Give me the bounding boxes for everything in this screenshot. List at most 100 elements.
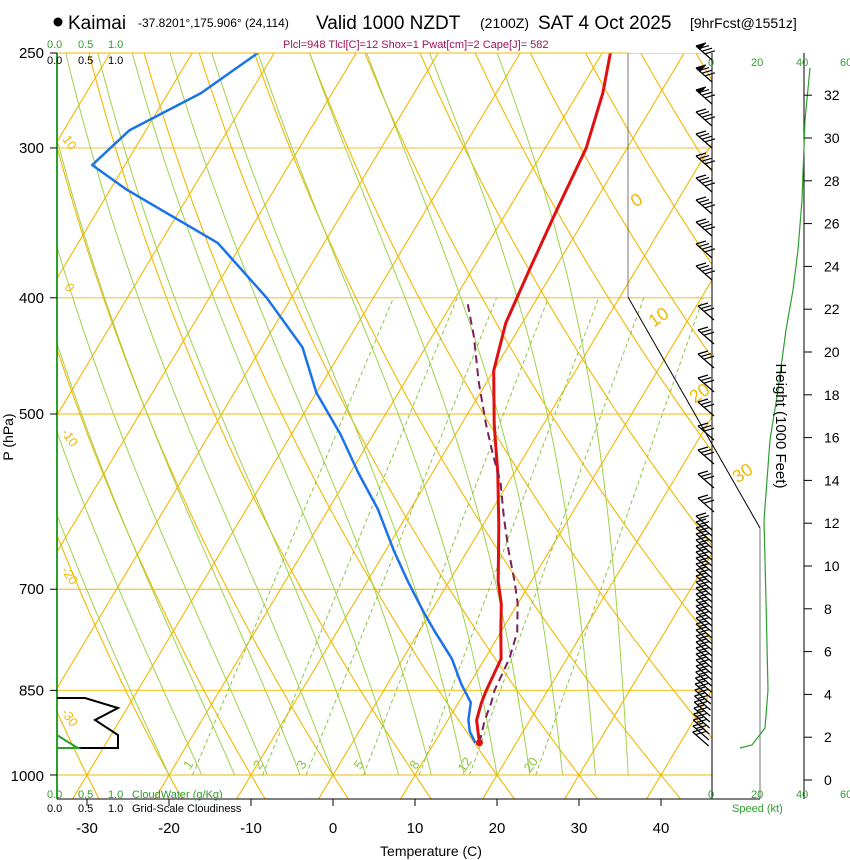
wind-barb-feather — [697, 494, 709, 499]
height-tick-label: 6 — [824, 644, 832, 660]
cloud-scale-bottom: 0.0 0.5 1.0 CloudWater (g/Kg) 0.0 0.5 1.… — [47, 789, 242, 815]
wind-barb-feather — [698, 605, 710, 610]
moist-adiabat — [57, 137, 301, 776]
wind-barb-feather — [698, 647, 710, 652]
wind-barb-feather — [695, 174, 707, 179]
wind-speed-profile — [739, 67, 811, 749]
wind-barb-feather — [704, 138, 716, 143]
wind-barb-feather — [695, 614, 707, 619]
wind-barb-pennant — [696, 43, 706, 50]
wind-barb-feather — [698, 551, 710, 556]
wind-barb-feather — [704, 116, 716, 121]
wind-barb — [697, 374, 715, 393]
isotherm — [481, 415, 712, 799]
wind-barb-feather — [697, 470, 709, 475]
wind-barb-staff — [695, 243, 713, 259]
wind-barb-staff — [695, 265, 713, 281]
wind-barb-feather — [704, 94, 716, 99]
height-axis-label: Height (1000 Feet) — [772, 363, 789, 488]
speed-label: Speed (kt) — [732, 803, 783, 815]
cloudiness-label: Grid-Scale Cloudiness — [132, 803, 242, 815]
dry-adiabat — [695, 53, 712, 81]
wind-barb-feather — [701, 179, 713, 184]
speed-tick-top-2: 40 — [796, 57, 808, 69]
wind-barb-feather — [697, 446, 709, 451]
wind-barb — [695, 218, 716, 237]
wind-barb-feather — [694, 680, 706, 685]
temperature-line — [475, 53, 612, 743]
cloud-water-label: CloudWater (g/Kg) — [132, 789, 223, 801]
thermo-grid — [57, 53, 712, 799]
wind-barb-feather — [695, 650, 707, 655]
cloud-scale-top: 0.0 0.5 1.0 0.0 0.5 1.0 — [47, 39, 123, 67]
wind-barb-feather — [703, 451, 715, 456]
wind-barb-feather — [695, 674, 706, 679]
wind-barb-feather — [698, 243, 710, 248]
wind-barb — [695, 64, 716, 83]
wind-barb-feather — [701, 245, 713, 250]
wind-barb-feather — [697, 350, 709, 355]
wind-barb-staff — [695, 155, 713, 171]
valid-time: Valid 1000 NZDT — [316, 13, 461, 34]
wind-barb-feather — [701, 267, 713, 272]
mixing-ratio-label: 3 — [293, 757, 309, 772]
wind-barb-feather — [697, 689, 708, 694]
cloud-scale-black-0: 0.0 — [47, 55, 62, 67]
wind-barb-feather — [698, 265, 710, 270]
wind-barb-feather — [701, 69, 713, 74]
dry-adiabat — [364, 53, 712, 643]
wind-barb-feather — [701, 135, 713, 140]
forecast-info: [9hrFcst@1551z] — [690, 15, 797, 31]
wind-barb-feather — [698, 527, 710, 532]
dry-adiabat — [474, 53, 712, 453]
moist-adiabat — [57, 245, 268, 776]
wind-barb-feather — [695, 725, 707, 730]
isotherm — [153, 53, 603, 799]
cloud-scale-bottom-green-1: 0.5 — [78, 789, 93, 801]
wind-barb-feather — [698, 641, 710, 646]
wind-barb-feather — [697, 302, 709, 307]
speed-panel: 0 20 40 60 0 20 40 60 Speed (kt) — [692, 42, 850, 815]
wind-barb-feather — [700, 401, 712, 406]
wind-barb-feather — [698, 611, 710, 616]
height-tick-label: 22 — [824, 301, 840, 317]
wind-barb-feather — [693, 710, 704, 715]
height-tick-label: 24 — [824, 258, 840, 274]
profiles — [90, 53, 612, 747]
wind-barb-feather — [704, 50, 716, 55]
dry-adiabat — [309, 53, 712, 739]
isotherm-label: 10 — [59, 132, 80, 152]
wind-barb-feather — [698, 221, 710, 226]
wind-barb-feather — [695, 512, 707, 517]
location-marker-icon — [53, 17, 63, 27]
wind-barb-feather — [701, 223, 713, 228]
wind-barb — [695, 108, 716, 127]
cloud-scale-bottom-green-2: 1.0 — [108, 789, 123, 801]
cloud-scale-green-1: 0.5 — [78, 39, 93, 51]
wind-barb-feather — [698, 659, 710, 664]
moist-adiabat — [366, 53, 564, 776]
height-tick-label: 26 — [824, 216, 840, 232]
wind-barb-feather — [704, 72, 716, 77]
wind-barb-feather — [700, 449, 712, 454]
cloud-scale-black-1: 0.5 — [78, 55, 93, 67]
wind-barb-feather — [693, 704, 705, 709]
mixing-ratio-line — [192, 297, 394, 776]
y-tick-label: 250 — [19, 45, 44, 62]
speed-tick-bot-2: 40 — [796, 789, 808, 801]
wind-barb-feather — [698, 155, 710, 160]
wind-barb — [697, 494, 715, 513]
mixing-ratio-label: 8 — [406, 757, 422, 772]
wind-barb — [695, 86, 716, 105]
wind-barb-feather — [703, 331, 715, 336]
wind-barb — [695, 240, 716, 259]
y-tick-label: 500 — [19, 406, 44, 423]
dry-adiabat — [198, 53, 599, 799]
mixing-ratio-label: 12 — [454, 754, 475, 774]
isotherm — [563, 552, 712, 799]
wind-barb — [697, 446, 715, 465]
speed-tick-top-0: 0 — [708, 57, 714, 69]
wind-barb-feather — [698, 569, 710, 574]
zulu-time: (2100Z) — [480, 15, 529, 31]
valid-date: SAT 4 Oct 2025 — [538, 13, 671, 34]
